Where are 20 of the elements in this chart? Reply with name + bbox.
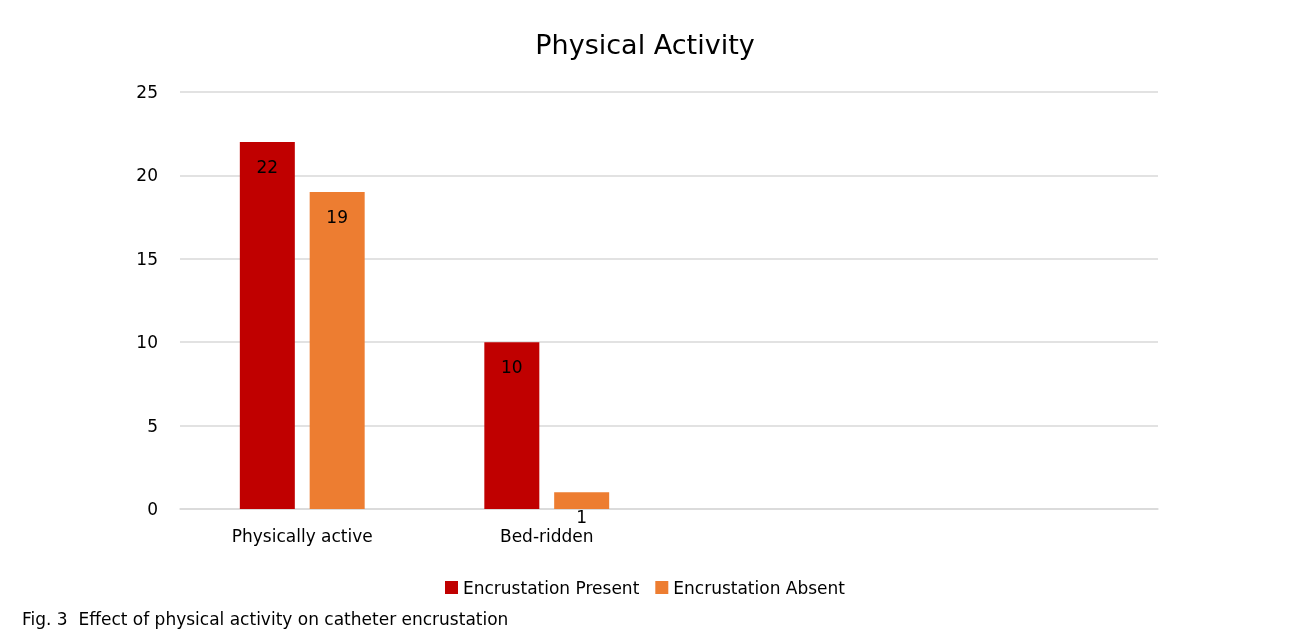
bar [484, 342, 540, 509]
y-tick-label: 10 [136, 332, 158, 353]
bar [309, 192, 365, 509]
data-label: 10 [501, 356, 523, 377]
y-tick-label: 5 [147, 415, 158, 436]
y-tick-label: 0 [147, 499, 158, 519]
chart-title: Physical Activity [535, 29, 755, 60]
data-label: 22 [256, 156, 279, 177]
x-tick-label: Bed-ridden [499, 525, 594, 546]
data-label: 19 [326, 206, 348, 227]
y-tick-label: 25 [136, 82, 158, 102]
x-tick-label: Physically active [231, 525, 373, 546]
bar [554, 492, 610, 509]
y-tick-label: 15 [136, 248, 158, 269]
legend-label: Encrustation Present [462, 577, 640, 598]
bar [239, 142, 295, 509]
legend-label: Encrustation Absent [673, 577, 846, 598]
y-tick-label: 20 [136, 165, 158, 186]
caption: Fig. 3 Effect of physical activity on catheter encrustation [22, 608, 509, 629]
data-label: 1 [576, 506, 588, 527]
